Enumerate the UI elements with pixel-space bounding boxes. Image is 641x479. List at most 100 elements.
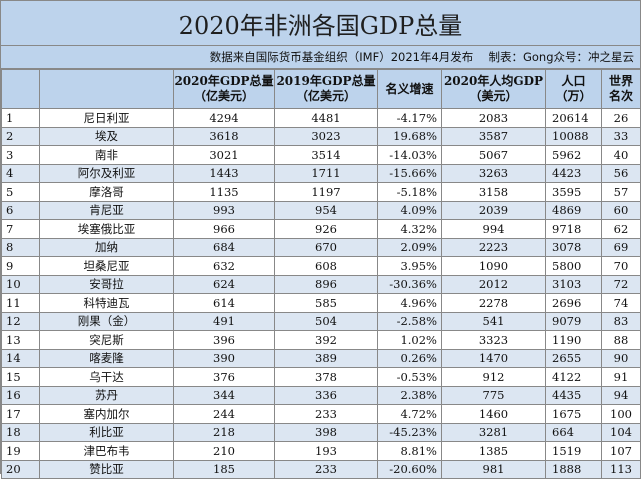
cell-pop: 4122 <box>545 367 602 387</box>
cell-pop: 4869 <box>545 200 602 220</box>
table-row: 20 赞比亚 185 233 -20.60% 981 1888 113 <box>1 459 641 479</box>
cell-pop: 1675 <box>545 404 602 424</box>
table-row: 7 埃塞俄比亚 966 926 4.32% 994 9718 62 <box>1 219 641 239</box>
header-gdp2019-line2: （亿美元） <box>295 89 356 103</box>
cell-percap: 2278 <box>441 293 546 313</box>
table-row: 8 加纳 684 670 2.09% 2223 3078 69 <box>1 237 641 257</box>
cell-growth: 4.96% <box>377 293 442 313</box>
header-gdp2020-line2: （亿美元） <box>193 89 254 103</box>
cell-gdp2020: 218 <box>173 422 275 442</box>
cell-name: 坦桑尼亚 <box>39 256 174 276</box>
cell-world: 70 <box>601 256 641 276</box>
header-percap: 2020年人均GDP （美元） <box>441 69 546 109</box>
header-pop-line2: （万） <box>555 89 592 103</box>
cell-percap: 1090 <box>441 256 546 276</box>
cell-growth: 0.26% <box>377 348 442 368</box>
cell-gdp2019: 3023 <box>274 126 378 146</box>
header-gdp2019-line1: 2019年GDP总量 <box>276 74 376 88</box>
cell-gdp2019: 954 <box>274 200 378 220</box>
cell-rank: 19 <box>1 441 40 461</box>
table-row: 19 津巴布韦 210 193 8.81% 1385 1519 107 <box>1 441 641 461</box>
cell-growth: 19.68% <box>377 126 442 146</box>
cell-percap: 1470 <box>441 348 546 368</box>
cell-world: 91 <box>601 367 641 387</box>
header-pop: 人口 （万） <box>545 69 602 109</box>
cell-world: 26 <box>601 108 641 128</box>
cell-growth: -15.66% <box>377 163 442 183</box>
table-row: 6 肯尼亚 993 954 4.09% 2039 4869 60 <box>1 200 641 220</box>
cell-pop: 3103 <box>545 274 602 294</box>
cell-name: 津巴布韦 <box>39 441 174 461</box>
cell-growth: 1.02% <box>377 330 442 350</box>
cell-percap: 1460 <box>441 404 546 424</box>
cell-world: 62 <box>601 219 641 239</box>
cell-world: 69 <box>601 237 641 257</box>
cell-percap: 3158 <box>441 182 546 202</box>
cell-percap: 775 <box>441 385 546 405</box>
cell-gdp2019: 233 <box>274 459 378 479</box>
cell-name: 安哥拉 <box>39 274 174 294</box>
cell-pop: 3078 <box>545 237 602 257</box>
cell-world: 100 <box>601 404 641 424</box>
table-row: 11 科特迪瓦 614 585 4.96% 2278 2696 74 <box>1 293 641 313</box>
cell-rank: 3 <box>1 145 40 165</box>
header-row: 2020年GDP总量 （亿美元） 2019年GDP总量 （亿美元） 名义增速 2… <box>1 69 641 109</box>
source-note: 数据来自国际货币基金组织（IMF）2021年4月发布 制表：Gong众号：冲之星… <box>1 46 640 69</box>
table-row: 15 乌干达 376 378 -0.53% 912 4122 91 <box>1 367 641 387</box>
cell-growth: -2.58% <box>377 311 442 331</box>
cell-world: 60 <box>601 200 641 220</box>
header-rank <box>1 69 40 109</box>
table-row: 17 塞内加尔 244 233 4.72% 1460 1675 100 <box>1 404 641 424</box>
cell-pop: 3595 <box>545 182 602 202</box>
cell-world: 57 <box>601 182 641 202</box>
cell-rank: 18 <box>1 422 40 442</box>
cell-pop: 2655 <box>545 348 602 368</box>
cell-world: 94 <box>601 385 641 405</box>
cell-gdp2020: 993 <box>173 200 275 220</box>
header-growth: 名义增速 <box>377 69 442 109</box>
cell-growth: 2.09% <box>377 237 442 257</box>
cell-world: 74 <box>601 293 641 313</box>
header-name <box>39 69 174 109</box>
cell-gdp2020: 4294 <box>173 108 275 128</box>
cell-world: 90 <box>601 348 641 368</box>
cell-name: 利比亚 <box>39 422 174 442</box>
cell-gdp2020: 684 <box>173 237 275 257</box>
cell-pop: 2696 <box>545 293 602 313</box>
cell-name: 赞比亚 <box>39 459 174 479</box>
cell-name: 摩洛哥 <box>39 182 174 202</box>
cell-name: 科特迪瓦 <box>39 293 174 313</box>
cell-gdp2019: 392 <box>274 330 378 350</box>
cell-name: 突尼斯 <box>39 330 174 350</box>
cell-pop: 9079 <box>545 311 602 331</box>
header-world: 世界 名次 <box>601 69 641 109</box>
header-world-line1: 世界 <box>608 74 633 88</box>
cell-pop: 1519 <box>545 441 602 461</box>
cell-pop: 10088 <box>545 126 602 146</box>
cell-gdp2019: 896 <box>274 274 378 294</box>
cell-percap: 2039 <box>441 200 546 220</box>
cell-gdp2019: 4481 <box>274 108 378 128</box>
cell-rank: 1 <box>1 108 40 128</box>
cell-percap: 541 <box>441 311 546 331</box>
cell-growth: -5.18% <box>377 182 442 202</box>
cell-pop: 664 <box>545 422 602 442</box>
cell-growth: 8.81% <box>377 441 442 461</box>
cell-growth: -14.03% <box>377 145 442 165</box>
cell-gdp2019: 3514 <box>274 145 378 165</box>
header-gdp2019: 2019年GDP总量 （亿美元） <box>274 69 378 109</box>
cell-gdp2020: 396 <box>173 330 275 350</box>
cell-world: 40 <box>601 145 641 165</box>
cell-rank: 9 <box>1 256 40 276</box>
header-percap-line2: （美元） <box>469 89 518 103</box>
cell-gdp2019: 1711 <box>274 163 378 183</box>
cell-percap: 981 <box>441 459 546 479</box>
cell-world: 113 <box>601 459 641 479</box>
cell-percap: 2083 <box>441 108 546 128</box>
cell-rank: 11 <box>1 293 40 313</box>
cell-world: 88 <box>601 330 641 350</box>
cell-percap: 994 <box>441 219 546 239</box>
cell-gdp2020: 966 <box>173 219 275 239</box>
cell-name: 埃及 <box>39 126 174 146</box>
cell-gdp2019: 378 <box>274 367 378 387</box>
